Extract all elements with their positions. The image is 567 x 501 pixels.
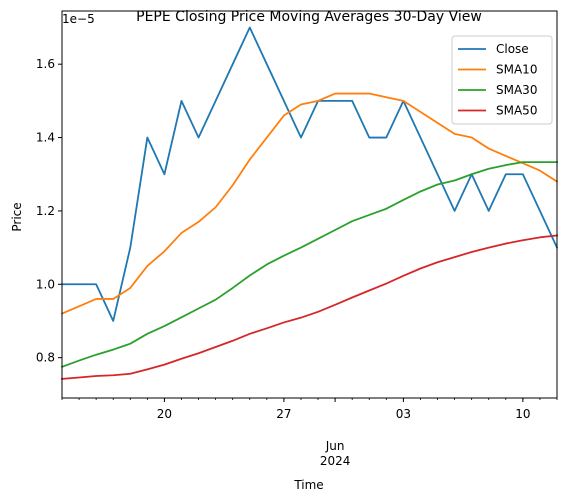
x-tick-label: 27 xyxy=(276,407,291,421)
y-axis-multiplier: 1e−5 xyxy=(62,12,95,26)
legend: Close SMA10 SMA30 SMA50 xyxy=(451,35,553,125)
x-axis-ticks: 20 27 03 10 xyxy=(61,398,558,421)
x-tick-label: 03 xyxy=(396,407,411,421)
y-axis-ticks: 0.8 1.0 1.2 1.4 1.6 xyxy=(36,57,62,365)
chart-title: PEPE Closing Price Moving Averages 30-Da… xyxy=(136,9,482,25)
series-line-sma50 xyxy=(61,234,558,380)
y-tick-label: 1.4 xyxy=(36,131,55,145)
y-tick-label: 1.6 xyxy=(36,57,55,71)
series-line-sma30 xyxy=(60,161,558,368)
x-tick-label: 10 xyxy=(515,407,530,421)
series-line-sma10 xyxy=(60,92,559,315)
x-axis-year-label: 2024 xyxy=(320,454,351,468)
x-axis-month-label: Jun xyxy=(325,439,345,453)
legend-label: SMA10 xyxy=(496,63,537,77)
plot-frame xyxy=(61,10,558,399)
series-lines xyxy=(60,26,559,380)
legend-label: Close xyxy=(496,42,529,56)
y-tick-label: 1.0 xyxy=(36,277,55,291)
y-tick-label: 0.8 xyxy=(36,351,55,365)
x-axis-label: Time xyxy=(293,478,323,492)
legend-label: SMA30 xyxy=(496,83,537,97)
y-tick-label: 1.2 xyxy=(36,204,55,218)
legend-box xyxy=(451,35,553,125)
y-axis-label: Price xyxy=(10,202,24,231)
x-tick-label: 20 xyxy=(157,407,172,421)
series-line-close xyxy=(61,26,559,322)
legend-label: SMA50 xyxy=(496,104,537,118)
